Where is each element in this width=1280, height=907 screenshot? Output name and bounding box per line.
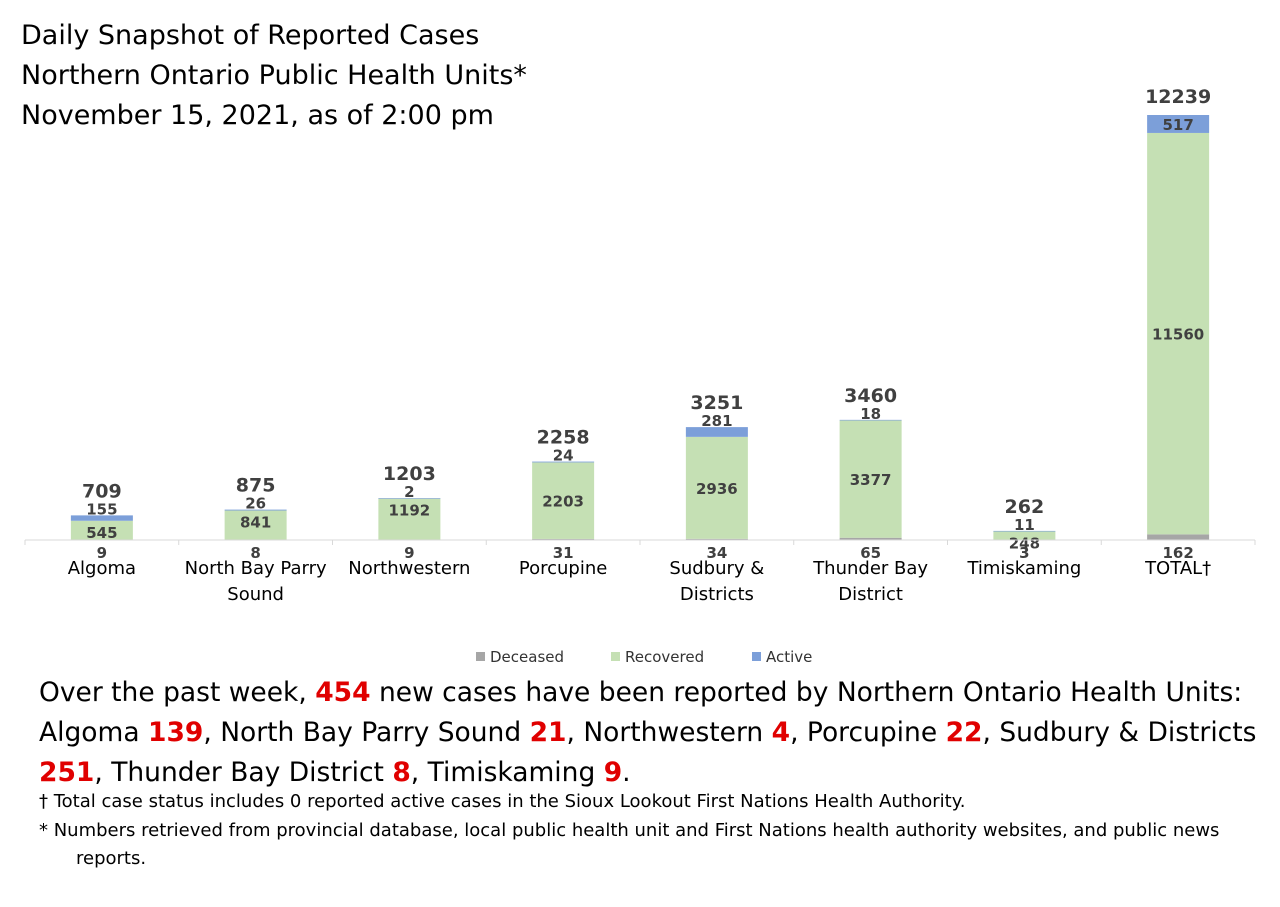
unit-name-north-bay: North Bay Parry Sound (220, 717, 530, 748)
chart-legend: Deceased Recovered Active (0, 648, 1280, 668)
legend-item-recovered: Recovered (611, 648, 704, 666)
legend-label-deceased: Deceased (490, 648, 565, 666)
unit-name-northwestern: Northwestern (583, 717, 772, 748)
label-total-2: 1203 (383, 463, 436, 485)
bar-recovered-3 (532, 462, 595, 539)
bar-active-2 (378, 498, 441, 499)
chart-title: Daily Snapshot of Reported Cases Norther… (21, 16, 527, 136)
label-deceased-2: 9 (404, 544, 414, 562)
legend-swatch-deceased (476, 652, 485, 661)
label-total-5: 3460 (844, 385, 897, 407)
unit-count-northwestern: 4 (771, 717, 791, 748)
label-total-3: 2258 (537, 427, 590, 449)
legend-item-active: Active (752, 648, 812, 666)
weekly-summary: Over the past week, 454 new cases have b… (39, 677, 1257, 788)
bar-recovered-6 (993, 531, 1056, 540)
unit-count-porcupine: 22 (945, 717, 983, 748)
label-total-0: 709 (82, 480, 122, 502)
bar-recovered-0 (70, 520, 133, 540)
bar-deceased-3 (532, 538, 595, 540)
label-total-4: 3251 (690, 392, 743, 414)
label-active-5: 18 (860, 405, 881, 423)
legend-swatch-active (752, 652, 761, 661)
label-deceased-6: 3 (1019, 544, 1029, 562)
label-total-1: 875 (236, 475, 276, 497)
label-recovered-3: 2203 (542, 493, 584, 511)
footnotes: † Total case status includes 0 reported … (39, 788, 1274, 873)
bar-active-6 (993, 530, 1056, 532)
title-line-3: November 15, 2021, as of 2:00 pm (21, 100, 494, 131)
label-recovered-0: 545 (86, 524, 117, 542)
category-label-5-1: District (838, 584, 903, 605)
label-active-6: 11 (1014, 516, 1035, 534)
unit-name-algoma: Algoma (39, 717, 149, 748)
legend-label-active: Active (766, 648, 813, 666)
legend-item-deceased: Deceased (476, 648, 564, 666)
unit-count-thunder-bay: 8 (392, 757, 411, 788)
unit-name-porcupine: Porcupine (806, 717, 946, 748)
unit-count-sudbury: 251 (39, 757, 95, 788)
unit-name-timiskaming: Timiskaming (427, 757, 604, 788)
unit-count-north-bay: 21 (529, 717, 567, 748)
category-label-3-0: Porcupine (519, 558, 607, 579)
category-label-1-1: Sound (227, 584, 284, 605)
bar-active-5 (839, 419, 902, 421)
unit-count-algoma: 139 (148, 717, 204, 748)
label-recovered-7: 11560 (1152, 326, 1204, 344)
label-deceased-7: 162 (1162, 544, 1193, 562)
label-active-1: 26 (245, 495, 266, 513)
bar-deceased-5 (839, 537, 902, 540)
label-total-6: 262 (1005, 496, 1045, 518)
bar-deceased-7 (1147, 534, 1210, 540)
category-label-2-0: Northwestern (348, 558, 470, 579)
title-line-1: Daily Snapshot of Reported Cases (21, 20, 480, 51)
label-recovered-4: 2936 (696, 480, 738, 498)
bar-active-1 (224, 509, 287, 511)
category-label-6-0: Timiskaming (966, 558, 1081, 579)
label-deceased-3: 31 (553, 544, 574, 562)
label-recovered-1: 841 (240, 514, 271, 532)
label-recovered-5: 3377 (850, 471, 892, 489)
label-deceased-0: 9 (97, 544, 107, 562)
label-deceased-1: 8 (250, 544, 260, 562)
footnote-asterisk: * Numbers retrieved from provincial data… (39, 820, 1220, 869)
category-label-5-0: Thunder Bay (812, 558, 928, 579)
bar-active-0 (70, 515, 133, 521)
label-active-2: 2 (404, 483, 414, 501)
label-deceased-5: 65 (860, 544, 881, 562)
category-label-4-1: Districts (680, 584, 754, 605)
bar-recovered-5 (839, 420, 902, 538)
legend-swatch-recovered (611, 652, 620, 661)
bar-active-4 (685, 427, 748, 437)
bar-recovered-7 (1147, 132, 1210, 535)
legend-label-recovered: Recovered (625, 648, 705, 666)
bar-active-3 (532, 461, 595, 463)
label-active-3: 24 (553, 447, 574, 465)
summary-intro: Over the past week, (39, 677, 316, 708)
category-label-0-0: Algoma (68, 558, 136, 579)
bar-recovered-1 (224, 510, 287, 540)
label-active-0: 155 (86, 500, 117, 518)
unit-name-sudbury: Sudbury & Districts (999, 717, 1257, 748)
label-total-7: 12239 (1145, 86, 1211, 108)
bar-recovered-2 (378, 498, 441, 540)
label-deceased-4: 34 (706, 544, 727, 562)
footnote-dagger: † Total case status includes 0 reported … (39, 791, 966, 812)
label-active-7: 517 (1162, 116, 1193, 134)
label-recovered-2: 1192 (389, 501, 431, 519)
category-label-7-0: TOTAL† (1144, 558, 1211, 579)
label-active-4: 281 (701, 412, 732, 430)
unit-name-thunder-bay: Thunder Bay District (111, 757, 393, 788)
title-line-2: Northern Ontario Public Health Units* (21, 60, 527, 91)
bar-recovered-4 (685, 436, 748, 539)
category-label-4-0: Sudbury & (669, 558, 764, 579)
bar-deceased-4 (685, 538, 748, 540)
bar-active-7 (1147, 115, 1210, 133)
unit-count-timiskaming: 9 (603, 757, 623, 788)
label-recovered-6: 248 (1009, 534, 1040, 552)
category-label-1-0: North Bay Parry (185, 558, 327, 579)
summary-after-total: new cases have been reported by Northern… (370, 677, 1243, 708)
summary-total-new: 454 (315, 677, 371, 708)
